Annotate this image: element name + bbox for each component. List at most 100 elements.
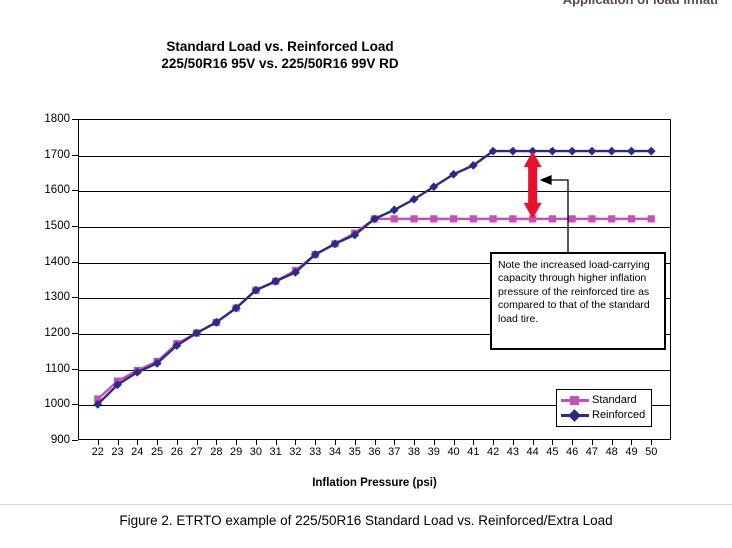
x-axis-tick-label: 41: [467, 446, 480, 458]
x-axis-tick-label: 38: [407, 446, 421, 458]
y-axis-tick-mark: [72, 368, 78, 370]
marker-square: [390, 215, 398, 223]
x-axis-tick-label: 49: [625, 446, 638, 458]
x-axis-tick-label: 26: [170, 446, 183, 458]
chart-title-line2: 225/50R16 95V vs. 225/50R16 99V RD: [161, 56, 399, 71]
x-axis-tick-mark: [137, 440, 139, 445]
y-axis-tick-label: 1300: [44, 291, 70, 304]
x-axis-tick-label: 40: [447, 446, 460, 458]
x-axis-tick-label: 50: [645, 446, 658, 458]
marker-diamond: [231, 303, 241, 313]
y-axis-tick-mark: [72, 440, 78, 441]
x-axis-tick-label: 39: [427, 446, 440, 458]
x-axis-tick-label: 32: [289, 446, 302, 458]
y-axis-tick-label: 1700: [44, 148, 70, 161]
x-axis-tick-label: 45: [546, 446, 559, 458]
legend-label: Standard: [592, 394, 637, 406]
marker-square: [489, 215, 497, 223]
y-axis-tick-mark: [72, 154, 78, 156]
legend-key-standard-icon: [561, 394, 589, 407]
gridline: [79, 155, 670, 157]
x-axis-tick-label: 33: [309, 446, 322, 458]
y-axis-tick-mark: [72, 297, 78, 299]
chart-legend: Standard Reinforced: [556, 389, 653, 427]
x-axis-tick-label: 24: [131, 446, 144, 458]
x-axis-tick-label: 44: [526, 446, 539, 458]
marker-square: [627, 215, 636, 223]
x-axis-tick-mark: [473, 440, 475, 445]
marker-diamond: [291, 267, 300, 277]
marker-diamond: [429, 182, 439, 192]
x-axis-tick-label: 43: [506, 446, 519, 458]
x-axis-tick-label: 35: [348, 446, 361, 458]
marker-square: [647, 215, 655, 223]
series-layer: [93, 146, 656, 409]
x-axis-tick-mark: [255, 440, 257, 445]
marker-diamond: [271, 276, 281, 286]
y-axis-tick-label: 1200: [44, 327, 70, 339]
x-axis-tick-mark: [493, 440, 495, 445]
marker-diamond: [113, 380, 122, 390]
marker-square: [509, 215, 517, 223]
marker-square: [529, 215, 537, 223]
x-axis-tick-label: 36: [368, 446, 381, 458]
x-axis-tick-mark: [532, 440, 534, 445]
x-axis-tick-mark: [414, 440, 416, 445]
x-axis-tick-label: 30: [249, 446, 263, 458]
x-axis-tick-label: 31: [269, 446, 282, 458]
x-axis-tick-mark: [157, 440, 159, 445]
marker-diamond: [488, 146, 498, 156]
figure-caption: Figure 2. ETRTO example of 225/50R16 Sta…: [119, 513, 613, 528]
y-axis-tick-label: 1400: [44, 255, 70, 268]
x-axis-tick-mark: [374, 440, 376, 445]
legend-key-reinforced-icon: [561, 409, 589, 422]
x-axis-tick-mark: [631, 440, 633, 445]
gridline: [79, 334, 670, 335]
y-axis-tick-label: 1000: [44, 398, 70, 411]
marker-diamond: [508, 146, 518, 156]
marker-diamond: [172, 341, 182, 350]
x-axis-tick-mark: [295, 440, 297, 445]
x-axis-tick-label: 37: [388, 446, 401, 458]
y-axis-tick-mark: [72, 226, 78, 227]
x-axis-tick-label: 25: [150, 446, 164, 458]
marker-diamond: [132, 367, 142, 377]
marker-diamond: [567, 146, 577, 156]
caption-divider: [0, 504, 732, 505]
x-axis-tick-label: 34: [328, 446, 342, 458]
y-axis-tick-mark: [72, 190, 78, 192]
x-axis-tick-label: 23: [111, 446, 124, 458]
legend-item-standard: Standard: [561, 393, 645, 408]
y-axis-tick-mark: [72, 261, 78, 263]
x-axis-tick-label: 42: [486, 446, 500, 458]
y-axis-tick-mark: [72, 404, 78, 406]
x-axis-tick-mark: [334, 440, 336, 445]
gridline: [79, 191, 670, 193]
marker-square: [94, 395, 102, 403]
x-axis-tick-mark: [572, 440, 574, 445]
x-axis-tick-mark: [354, 440, 356, 445]
marker-diamond: [389, 205, 399, 215]
gridline: [79, 262, 670, 264]
marker-diamond: [310, 250, 320, 259]
marker-diamond: [350, 230, 360, 240]
marker-diamond: [152, 358, 162, 368]
y-axis-tick-label: 1800: [44, 113, 70, 125]
leader-line: [541, 179, 569, 252]
x-axis-tick-mark: [176, 440, 178, 445]
marker-square: [588, 215, 596, 223]
arrow-head: [523, 202, 542, 219]
y-axis-tick-label: 900: [50, 434, 70, 446]
running-header: Application of load inflati: [0, 0, 732, 7]
marker-square: [410, 215, 418, 223]
marker-diamond: [330, 239, 340, 249]
marker-diamond: [370, 214, 379, 224]
marker-square: [608, 215, 616, 223]
x-axis-tick-mark: [196, 440, 198, 445]
x-axis-tick-label: 28: [210, 446, 223, 458]
legend-label: Reinforced: [592, 409, 646, 421]
marker-diamond: [528, 146, 538, 156]
y-axis-tick-label: 1500: [44, 220, 70, 232]
y-axis-tick-label: 1100: [45, 362, 70, 375]
marker-square: [430, 215, 438, 223]
